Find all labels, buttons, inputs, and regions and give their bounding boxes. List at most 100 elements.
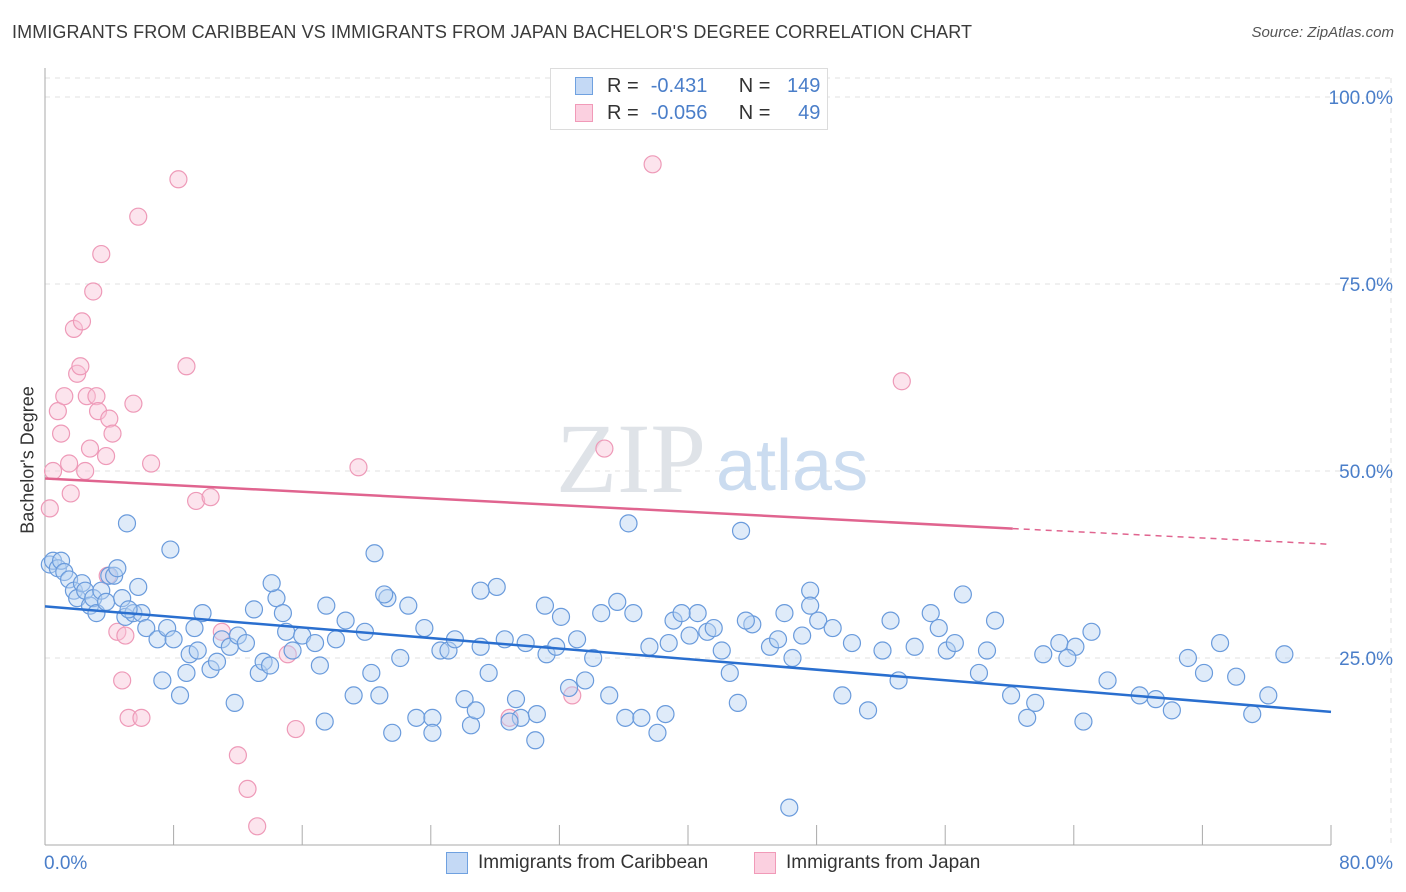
japan-point [60,454,79,473]
caribbean-point [688,604,707,623]
japan-point [228,746,247,765]
japan-point [286,719,305,739]
caribbean-point [977,641,997,660]
caribbean-point [616,708,635,727]
tick-labels: 25.0% 50.0% 75.0% 100.0% 0.0% 80.0% [44,88,1393,874]
caribbean-point [471,581,490,600]
caribbean-point [158,618,177,638]
caribbean-point [207,652,227,671]
caribbean-point [225,693,244,712]
caribbean-point [680,626,699,645]
x-tick-label: 0.0% [44,853,87,874]
caribbean-point [310,656,329,675]
caribbean-point [113,589,132,608]
axes [44,68,1332,846]
japan-point [113,671,132,690]
caribbean-point [500,712,519,731]
caribbean-point [273,604,293,623]
caribbean-point [391,648,410,668]
caribbean-point [905,637,924,656]
japan-point [132,708,151,727]
stats-legend: R = -0.431 N = 149 R = -0.056 N = 49 [550,68,828,130]
caribbean-point [260,656,280,675]
caribbean-point [537,645,556,664]
caribbean-point [600,686,619,705]
caribbean-point [1074,712,1093,731]
x-tick-label: 80.0% [1339,853,1393,874]
japan-point [87,387,106,406]
caribbean-point [119,600,138,619]
japan-point [129,207,148,226]
caribbean-point [1098,671,1117,690]
caribbean-point [506,690,526,709]
caribbean-point [953,585,972,604]
caribbean-point [479,663,498,683]
caribbean-point [584,648,603,668]
caribbean-point [608,592,627,612]
caribbean-point [305,633,325,653]
caribbean-point [108,559,127,578]
caribbean-point [1178,648,1198,668]
legend-r-label: R = [607,74,639,97]
caribbean-legend-label: Immigrants from Caribbean [478,852,709,873]
y-axis-label: Bachelor's Degree [17,386,38,534]
y-tick-label: 50.0% [1339,462,1393,483]
japan-point [349,458,368,477]
y-tick-label: 75.0% [1339,275,1393,296]
caribbean-point [1243,704,1262,724]
caribbean-point [833,686,852,705]
caribbean-point [370,686,389,705]
caribbean-point [1026,693,1045,712]
caribbean-point [535,596,555,615]
watermark-zip: ZIP [556,403,706,514]
caribbean-point [336,611,355,630]
japan-point [201,488,220,507]
caribbean-point [793,626,812,645]
japan-point [76,461,95,481]
japan-swatch [575,104,593,122]
caribbean-point [1275,645,1294,664]
japan-point [92,244,111,264]
caribbean-point [236,633,256,653]
japan-legend-swatch [754,852,776,874]
caribbean-point [648,723,667,742]
japan-point [48,402,67,421]
bottom-legend-japan: Immigrants from Japan [754,852,980,874]
caribbean-point [624,604,643,623]
watermark-atlas: atlas [716,426,868,506]
caribbean-legend-swatch [446,852,468,874]
caribbean-point [315,712,334,731]
caribbean-point [929,618,948,638]
caribbean-point [809,611,828,630]
caribbean-point [415,618,434,638]
caribbean-point [383,723,402,742]
caribbean-point [117,514,137,533]
caribbean-point [873,641,892,660]
caribbean-point [1162,701,1181,720]
japan-trend-line [44,477,1013,530]
japan-point [892,372,911,391]
caribbean-point [945,633,964,653]
caribbean-point [51,551,71,570]
japan-point [77,387,96,406]
caribbean-point [455,690,474,709]
caribbean-swatch [575,77,593,95]
japan-point [248,817,267,836]
japan-point [84,282,103,301]
japan-point [72,312,92,331]
japan-point [238,779,257,799]
caribbean-point [527,704,546,724]
japan-point [124,394,143,413]
japan-legend-label: Immigrants from Japan [786,852,981,873]
legend-r-value: -0.056 [650,101,708,124]
caribbean-point [188,641,207,660]
caribbean-point [731,521,751,540]
caribbean-point [96,592,116,612]
caribbean-point [201,660,220,679]
caribbean-point [185,618,204,638]
caribbean-point [516,633,535,653]
caribbean-point [244,600,264,619]
legend-n-value: 149 [787,74,821,97]
japan-point [96,446,116,466]
